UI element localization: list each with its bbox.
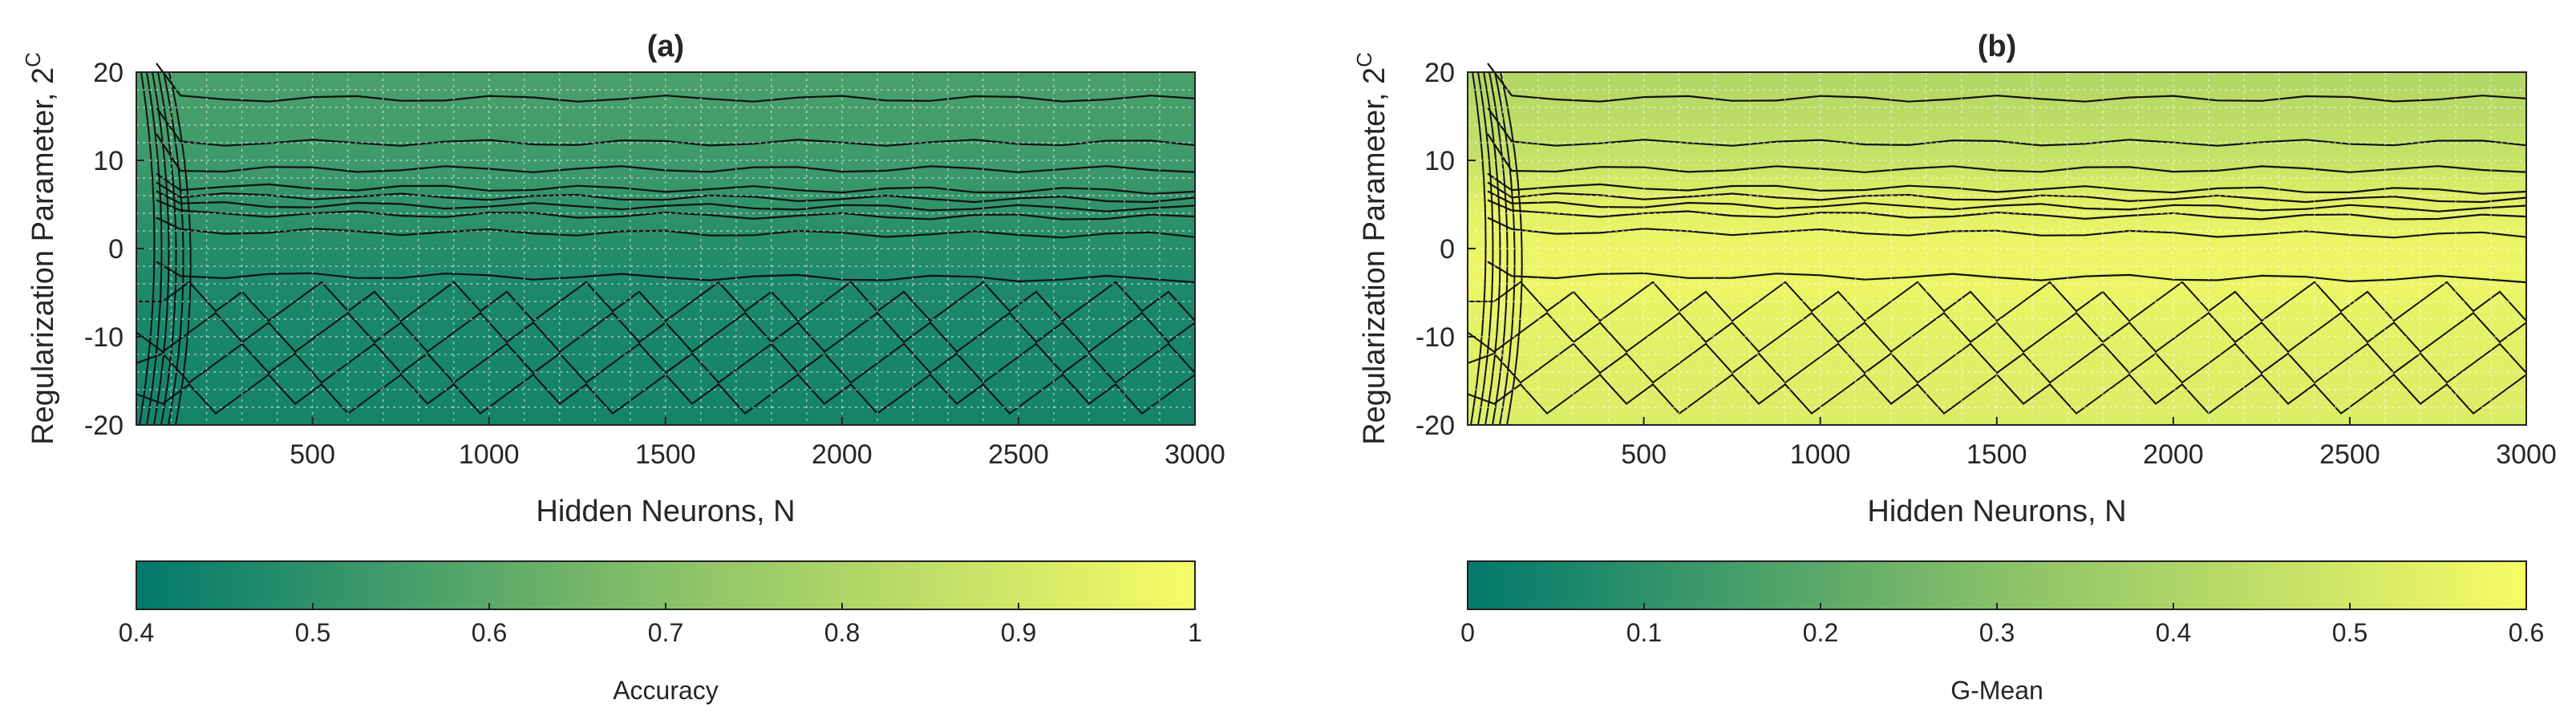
colorbar-tick-label: 1 [1188, 618, 1202, 647]
panel-b-y-ticks: -20 -10 0 10 20 [1416, 58, 1476, 441]
panel-b-grid [1467, 71, 2527, 426]
colorbar-tick-label: 0.7 [648, 618, 683, 647]
y-tick-label: -10 [1416, 322, 1455, 353]
colorbar-tick-label: 0.4 [2156, 618, 2191, 647]
panel-b-colorbar [1467, 560, 2527, 610]
panel-a-title: (a) [647, 30, 684, 63]
panel-a-x-axis-label: Hidden Neurons, N [536, 495, 795, 528]
x-tick-label: 2500 [988, 439, 1049, 470]
colorbar-tick-label: 0.5 [2332, 618, 2367, 647]
contour-line [1470, 71, 1487, 426]
y-tick-label: 0 [108, 234, 124, 265]
panel-b-y-axis-label: Regularization Parameter, 2C [1352, 52, 1391, 445]
contour-line [1487, 181, 2527, 204]
x-tick-label: 1000 [1790, 439, 1851, 470]
panel-b-y-axis-label-superscript: C [1352, 52, 1376, 67]
x-tick-label: 1000 [459, 439, 520, 470]
x-tick-label: 3000 [1164, 439, 1225, 470]
colorbar-tick-label: 0.1 [1626, 618, 1662, 647]
x-tick-label: 1500 [1966, 439, 2027, 470]
y-tick-label: 10 [93, 146, 124, 176]
x-tick-label: 2000 [812, 439, 873, 470]
x-tick-label: 3000 [2496, 439, 2557, 470]
x-tick-label: 2500 [2319, 439, 2380, 470]
panel-a-colorbar-label: Accuracy [613, 676, 719, 705]
panel-a: (a) 500 1000 1500 2000 2500 3000 -20-1001020 … [21, 30, 1225, 705]
panel-a-colorbar [136, 560, 1196, 610]
y-tick-label: 20 [93, 58, 124, 88]
colorbar-tick-label: 0.8 [824, 618, 860, 647]
panel-a-y-axis-label: Regularization Parameter, 2C [21, 52, 60, 445]
y-tick-label: 20 [1424, 58, 1455, 88]
x-tick-label: 1500 [635, 439, 696, 470]
colorbar-tick-label: 0 [1460, 618, 1475, 647]
contour-line [156, 181, 1196, 204]
panel-b: (b) 500 1000 1500 2000 2500 3000 -20-1001020 … [1352, 30, 2557, 705]
panel-a-grid [136, 71, 1196, 426]
panel-a-x-ticks: 500 1000 1500 2000 2500 3000 [290, 417, 1225, 470]
contour-line [139, 71, 156, 426]
y-tick-label: 0 [1440, 234, 1455, 265]
colorbar-tick-label: 0.6 [2509, 618, 2544, 647]
panel-b-x-axis-label: Hidden Neurons, N [1867, 495, 2126, 528]
contour-line [156, 63, 1196, 103]
colorbar-gradient [1467, 560, 2527, 610]
y-tick-label: 10 [1424, 146, 1455, 176]
contour-line [1477, 71, 1494, 426]
y-tick-label: -20 [84, 411, 124, 441]
contour-line [168, 71, 192, 426]
y-tick-label: -20 [1416, 411, 1455, 441]
colorbar-tick-label: 0.2 [1803, 618, 1838, 647]
x-tick-label: 500 [1621, 439, 1667, 470]
contour-line [1487, 63, 2527, 103]
contour-line [1500, 71, 1523, 426]
contour-line [146, 71, 163, 426]
colorbar-tick-label: 0.5 [295, 618, 330, 647]
y-tick-label: -10 [84, 322, 124, 353]
panel-b-title: (b) [1978, 30, 2017, 63]
panel-a-colorbar-ticks: 0.4 0.5 0.6 0.7 0.8 0.9 1 [119, 603, 1202, 647]
x-tick-label: 500 [290, 439, 335, 470]
colorbar-tick-label: 0.3 [1979, 618, 2015, 647]
colorbar-tick-label: 0.4 [119, 618, 154, 647]
panel-b-colorbar-label: G-Mean [1950, 676, 2043, 705]
panel-b-colorbar-ticks: 0 0.1 0.2 0.3 0.4 0.5 0.6 [1460, 603, 2544, 647]
panel-b-x-ticks: 500 1000 1500 2000 2500 3000 [1621, 417, 2557, 470]
colorbar-tick-label: 0.6 [472, 618, 507, 647]
x-tick-label: 2000 [2143, 439, 2204, 470]
colorbar-gradient [136, 560, 1196, 610]
panel-a-y-ticks: -20 -10 0 10 20 [84, 58, 144, 441]
colorbar-tick-label: 0.9 [1001, 618, 1036, 647]
panel-a-y-axis-label-superscript: C [21, 52, 45, 67]
